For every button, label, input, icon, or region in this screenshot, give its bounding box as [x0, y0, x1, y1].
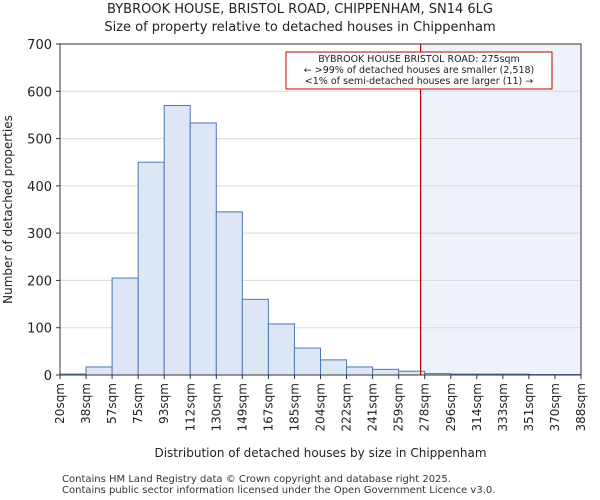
y-tick-label: 400: [27, 180, 52, 195]
x-tick-label: 296sqm: [444, 383, 458, 431]
x-tick-label: 222sqm: [340, 383, 354, 431]
histogram-bar: [372, 368, 400, 376]
x-tick-label: 241sqm: [366, 383, 380, 431]
histogram-bar: [111, 277, 139, 376]
histogram-bar: [267, 323, 295, 376]
x-tick-label: 185sqm: [287, 383, 301, 431]
x-tick-label: 259sqm: [392, 383, 406, 431]
histogram-bar: [346, 366, 374, 376]
x-tick-label: 351sqm: [522, 383, 536, 431]
x-tick-label: 57sqm: [105, 383, 119, 424]
x-tick-label: 149sqm: [235, 383, 249, 431]
y-tick-label: 500: [27, 133, 52, 148]
x-tick-label: 112sqm: [183, 383, 197, 431]
x-tick-label: 278sqm: [418, 383, 432, 431]
y-tick-label: 600: [27, 85, 52, 100]
histogram-bar: [241, 298, 269, 376]
histogram-bar: [320, 359, 348, 376]
chart-subtitle: Size of property relative to detached ho…: [104, 20, 496, 35]
x-tick-label: 130sqm: [209, 383, 223, 431]
y-tick-label: 300: [27, 227, 52, 242]
annotation-box: [285, 51, 553, 90]
x-tick-label: 20sqm: [53, 383, 67, 424]
x-tick-label: 314sqm: [470, 383, 484, 431]
histogram-bar: [85, 366, 113, 376]
x-tick-label: 75sqm: [131, 383, 145, 424]
x-tick-label: 388sqm: [574, 383, 588, 431]
x-axis-label: Distribution of detached houses by size …: [154, 446, 486, 460]
shaded-region: [420, 44, 581, 375]
x-tick-label: 93sqm: [157, 383, 171, 424]
footer-licence: Contains public sector information licen…: [62, 485, 496, 496]
y-axis-label: Number of detached properties: [1, 115, 15, 304]
annotation-line: BYBROOK HOUSE BRISTOL ROAD: 275sqm: [318, 54, 520, 65]
y-tick-label: 200: [27, 274, 52, 289]
histogram-bar: [137, 161, 165, 376]
chart-title: BYBROOK HOUSE, BRISTOL ROAD, CHIPPENHAM,…: [107, 2, 493, 17]
x-tick-label: 204sqm: [314, 383, 328, 431]
y-tick-label: 700: [27, 38, 52, 53]
histogram-bar: [189, 122, 217, 376]
annotation-line: <1% of semi-detached houses are larger (…: [305, 76, 533, 87]
footer-copyright: Contains HM Land Registry data © Crown c…: [62, 474, 451, 485]
x-tick-label: 167sqm: [261, 383, 275, 431]
x-tick-label: 333sqm: [496, 383, 510, 431]
histogram-bar: [215, 211, 243, 376]
histogram-bar: [293, 347, 322, 376]
x-tick-label: 370sqm: [548, 383, 562, 431]
y-tick-label: 0: [44, 369, 52, 384]
annotation-line: ← >99% of detached houses are smaller (2…: [304, 65, 535, 76]
histogram-bar: [163, 104, 191, 376]
y-tick-label: 100: [27, 322, 52, 337]
histogram-chart: 0 100 200 300 400 500 600 700 20sqm 38sqm 57sqm 75s…: [1, 38, 588, 460]
x-tick-label: 38sqm: [79, 383, 93, 424]
